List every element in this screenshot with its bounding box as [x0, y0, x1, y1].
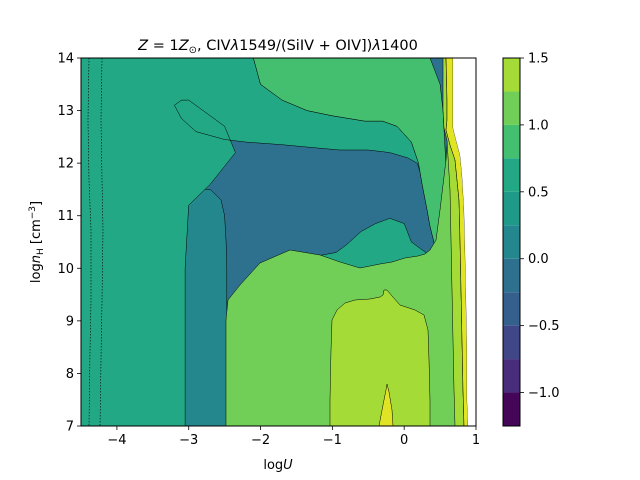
y-axis: 7 8 9 10 11 12 13 14 lognH [cm−3]: [28, 52, 81, 435]
y-tick-label: 8: [66, 367, 74, 382]
y-tick-label: 13: [57, 104, 74, 119]
colorbar-cell: [503, 124, 520, 159]
colorbar-cell: [503, 392, 520, 426]
plot-area: [80, 57, 477, 427]
colorbar-tick-label: −1.0: [528, 386, 560, 401]
colorbar-cell: [503, 225, 520, 259]
colorbar: −1.0 −0.5 0.0 0.5 1.0 1.5: [502, 52, 560, 427]
x-tick-label: −3: [179, 433, 198, 448]
contour-line-dotted-2: [99, 58, 104, 426]
colorbar-cell: [503, 258, 520, 293]
y-tick-label: 11: [57, 209, 74, 224]
x-tick-label: −4: [107, 433, 126, 448]
x-axis-label: logU: [263, 458, 293, 473]
x-tick-label: −2: [251, 433, 270, 448]
colorbar-cell: [503, 292, 520, 326]
x-axis: −4 −3 −2 −1 0 1 logU: [107, 426, 480, 473]
y-tick-label: 10: [57, 262, 74, 277]
colorbar-tick-label: 1.0: [528, 118, 549, 133]
band-1.0-1.25: [329, 289, 431, 426]
colorbar-tick-label: 1.5: [528, 52, 549, 67]
plot-frame: [80, 57, 477, 427]
y-axis-label: lognH [cm−3]: [28, 201, 46, 283]
colorbar-tick-label: 0.5: [528, 185, 549, 200]
colorbar-frame: [502, 57, 521, 427]
colorbar-tick-label: −0.5: [528, 319, 560, 334]
contour-bands: [81, 58, 476, 426]
x-tick-label: 1: [472, 433, 480, 448]
colorbar-cell: [503, 58, 520, 92]
y-tick-label: 9: [66, 314, 74, 329]
colorbar-cell: [503, 191, 520, 226]
band-1.25-1.5-right: [445, 58, 469, 426]
y-tick-label: 7: [66, 420, 74, 435]
x-tick-label: −1: [323, 433, 342, 448]
white-right-edge: [453, 58, 476, 426]
y-tick-label: 12: [57, 157, 74, 172]
band-1.25-1.5-spike: [378, 383, 394, 426]
colorbar-cell: [503, 91, 520, 125]
colorbar-cell: [503, 325, 520, 360]
colorbar-cell: [503, 158, 520, 192]
colorbar-cell: [503, 359, 520, 393]
x-tick-label: 0: [400, 433, 408, 448]
chart-title: Z = 1Z⊙, CIVλ1549/(SiIV + OIV])λ1400: [137, 38, 418, 56]
contour-line-dotted-1: [87, 58, 92, 426]
colorbar-tick-label: 0.0: [528, 252, 549, 267]
y-tick-label: 14: [57, 52, 74, 67]
